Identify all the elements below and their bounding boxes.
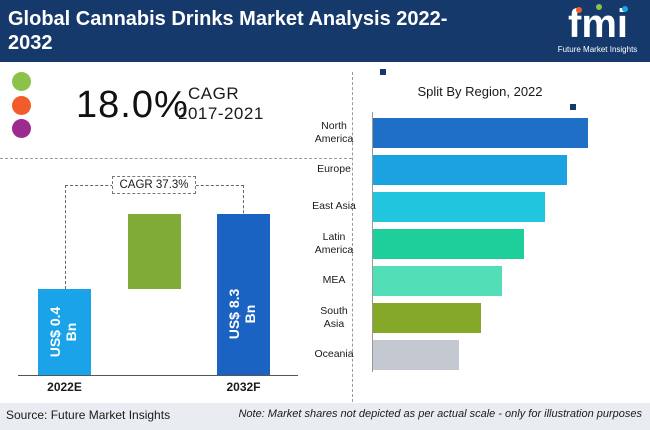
legend-dot-purple — [12, 119, 31, 138]
year-label-2022e: 2022E — [47, 380, 82, 394]
growth-chart-baseline — [18, 375, 298, 376]
header-banner: Global Cannabis Drinks Market Analysis 2… — [0, 0, 650, 62]
page-title: Global Cannabis Drinks Market Analysis 2… — [8, 8, 448, 54]
bar-2032f — [217, 214, 270, 375]
region-label-6: Oceania — [314, 348, 354, 360]
region-label-5: South Asia — [320, 305, 348, 330]
decor-square-icon — [380, 69, 386, 75]
section-divider-vertical — [352, 72, 353, 402]
year-label-2032f: 2032F — [226, 380, 261, 394]
cagr-period: 2017-2021 — [178, 104, 264, 123]
footnote-text: Note: Market shares not depicted as per … — [238, 408, 642, 420]
bar-value-label-2032f: US$ 8.3 Bn — [225, 288, 258, 340]
region-label-1: Europe — [317, 163, 351, 175]
region-label-2: East Asia — [312, 200, 356, 212]
bar-2022e — [38, 289, 91, 375]
fmi-logo: fmi Future Market Insights — [545, 0, 650, 62]
region-bar-6 — [373, 340, 459, 370]
region-bar-5 — [373, 303, 481, 333]
region-label-0: North America — [314, 120, 354, 145]
footer: Source: Future Market Insights Note: Mar… — [0, 403, 650, 430]
cagr-value: 18.0% — [76, 84, 189, 126]
cagr-label: CAGR — [188, 84, 240, 103]
region-bar-0 — [373, 118, 588, 148]
decor-square-icon — [570, 104, 576, 110]
legend-dot-green — [12, 72, 31, 91]
legend-dot-orange — [12, 96, 31, 115]
region-bar-4 — [373, 266, 502, 296]
growth-cagr-label: CAGR 37.3% — [112, 176, 196, 194]
region-bar-3 — [373, 229, 524, 259]
region-bar-2 — [373, 192, 545, 222]
logo-tagline: Future Market Insights — [557, 45, 638, 54]
section-divider-horizontal — [0, 158, 352, 159]
region-chart-axis — [372, 112, 373, 372]
source-text: Source: Future Market Insights — [6, 408, 171, 422]
region-label-4: MEA — [322, 274, 346, 286]
logo-wordmark-icon: fmi — [568, 2, 628, 45]
region-bar-1 — [373, 155, 567, 185]
bar-value-label-2022e: US$ 0.4 Bn — [46, 306, 79, 358]
region-label-3: Latin America — [314, 231, 354, 256]
region-chart-title: Split By Region, 2022 — [417, 84, 543, 99]
bar-increment — [128, 214, 181, 290]
